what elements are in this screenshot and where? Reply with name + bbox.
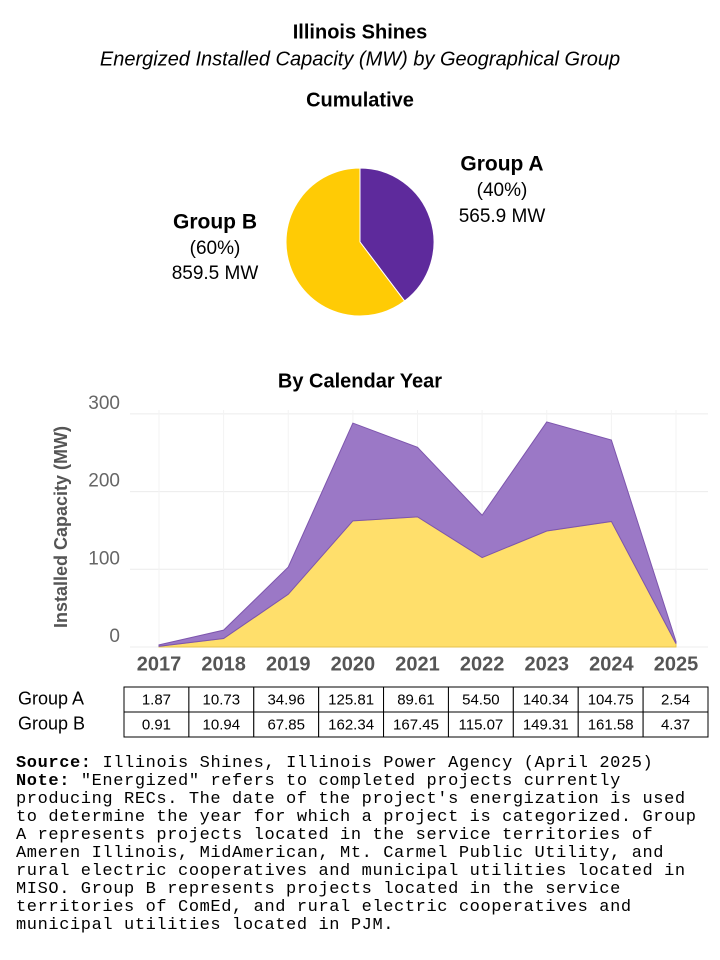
x-tick-label: 2021 [395,653,440,675]
x-tick-label: 2024 [589,653,634,675]
note-label: Note: [16,772,71,791]
table-cell [253,711,320,738]
pie-value: 565.9 MW [459,206,546,227]
pie-label: Group A [460,153,543,176]
x-tick-label: 2023 [525,653,570,675]
notes: Source: Illinois Shines, Illinois Power … [16,755,716,935]
table-cell [253,686,320,713]
x-tick-label: 2018 [201,653,246,675]
x-tick-label: 2022 [460,653,505,675]
pie-title: Cumulative [306,89,414,111]
table-value: 161.58 [588,716,634,733]
table-value: 0.91 [142,716,171,733]
y-tick-label: 300 [88,393,120,414]
table-cell [383,686,449,713]
table-cell [318,686,385,713]
source-text: Illinois Shines, Illinois Power Agency (… [102,754,654,773]
pie-label: Group B [173,211,257,234]
table-value: 167.45 [393,716,439,733]
area-title: By Calendar Year [278,370,442,392]
table-cell [642,686,709,713]
y-tick-label: 100 [88,548,120,569]
x-tick-label: 2017 [137,653,182,675]
table-value: 149.31 [523,716,569,733]
x-tick-label: 2025 [654,653,699,675]
table-cell [123,711,190,738]
x-tick-label: 2020 [331,653,376,675]
charts: Illinois Shines Energized Installed Capa… [18,21,709,738]
note: Note: "Energized" refers to completed pr… [16,773,716,935]
table-value: 4.37 [661,716,690,733]
table-cell [318,711,385,738]
table-row-label: Group B [18,713,85,733]
table-cell [577,711,644,738]
table-value: 104.75 [588,691,634,708]
table-value: 1.87 [142,691,171,708]
table-cell [577,686,644,713]
table-cell [642,711,709,738]
source: Source: Illinois Shines, Illinois Power … [16,755,716,773]
table-cell [188,711,255,738]
table-cell [512,686,579,713]
pie-value: 859.5 MW [172,263,259,284]
table-value: 89.61 [397,691,435,708]
y-axis-label: Installed Capacity (MW) [51,426,71,628]
table-value: 10.73 [203,691,241,708]
y-tick-label: 200 [88,471,120,492]
page-subtitle: Energized Installed Capacity (MW) by Geo… [100,48,620,70]
page-title: Illinois Shines [293,21,427,43]
table-value: 2.54 [661,691,690,708]
pie-percent: (40%) [477,180,528,201]
pie-percent: (60%) [190,238,241,259]
pie-slice [359,167,435,302]
table-value: 34.96 [267,691,305,708]
table-value: 140.34 [523,691,569,708]
pie-slice [285,167,406,317]
x-tick-label: 2019 [266,653,311,675]
table-cell [383,711,449,738]
note-text: "Energized" refers to completed projects… [16,772,697,935]
table-row-label: Group A [18,688,84,708]
source-label: Source: [16,754,92,773]
area [158,421,677,647]
table-value: 54.50 [462,691,500,708]
table-value: 10.94 [203,716,241,733]
table-cell [512,711,579,738]
table-value: 125.81 [328,691,374,708]
table-value: 67.85 [267,716,305,733]
table-value: 115.07 [459,716,504,733]
table-value: 162.34 [328,716,374,733]
y-tick-label: 0 [109,626,120,647]
